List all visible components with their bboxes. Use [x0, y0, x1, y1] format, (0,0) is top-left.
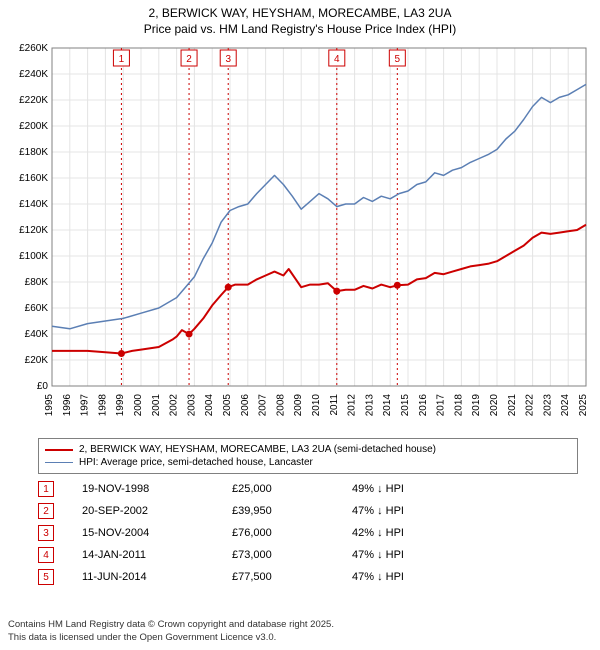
title-line-1: 2, BERWICK WAY, HEYSHAM, MORECAMBE, LA3 …: [0, 6, 600, 22]
svg-text:2022: 2022: [525, 394, 536, 417]
sales-table: 1 19-NOV-1998£25,00049% ↓ HPI 2 20-SEP-2002…: [38, 478, 578, 588]
svg-text:2018: 2018: [453, 394, 464, 417]
footer-line-1: Contains HM Land Registry data © Crown c…: [8, 619, 334, 631]
svg-text:£160K: £160K: [19, 173, 48, 184]
sale-price: £39,950: [232, 505, 352, 517]
svg-text:2002: 2002: [169, 394, 180, 417]
svg-text:2025: 2025: [578, 394, 589, 417]
legend-item: 2, BERWICK WAY, HEYSHAM, MORECAMBE, LA3 …: [45, 443, 571, 456]
svg-text:1997: 1997: [80, 394, 91, 417]
svg-text:1998: 1998: [97, 394, 108, 417]
sale-date: 19-NOV-1998: [82, 483, 232, 495]
svg-text:5: 5: [395, 54, 401, 65]
sale-row: 4 14-JAN-2011£73,00047% ↓ HPI: [38, 544, 578, 566]
svg-text:2012: 2012: [347, 394, 358, 417]
sale-price: £76,000: [232, 527, 352, 539]
legend-swatch: [45, 462, 73, 463]
svg-text:2007: 2007: [258, 394, 269, 417]
legend-label: 2, BERWICK WAY, HEYSHAM, MORECAMBE, LA3 …: [79, 444, 436, 455]
svg-text:£20K: £20K: [25, 355, 49, 366]
svg-text:1995: 1995: [44, 394, 55, 417]
title-line-2: Price paid vs. HM Land Registry's House …: [0, 22, 600, 38]
chart-title: 2, BERWICK WAY, HEYSHAM, MORECAMBE, LA3 …: [0, 0, 600, 37]
svg-text:2013: 2013: [364, 394, 375, 417]
svg-text:2011: 2011: [329, 394, 340, 416]
svg-text:2009: 2009: [293, 394, 304, 417]
svg-text:£40K: £40K: [25, 329, 49, 340]
svg-text:2003: 2003: [186, 394, 197, 417]
svg-text:2000: 2000: [133, 394, 144, 417]
sale-marker-box: 5: [38, 569, 54, 585]
svg-text:1996: 1996: [62, 394, 73, 417]
svg-text:£100K: £100K: [19, 251, 48, 262]
sale-row: 5 11-JUN-2014£77,50047% ↓ HPI: [38, 566, 578, 588]
sale-date: 14-JAN-2011: [82, 549, 232, 561]
svg-text:£0: £0: [37, 381, 49, 392]
sale-row: 1 19-NOV-1998£25,00049% ↓ HPI: [38, 478, 578, 500]
svg-text:£140K: £140K: [19, 199, 48, 210]
svg-text:3: 3: [225, 54, 231, 65]
sale-diff: 47% ↓ HPI: [352, 571, 578, 583]
legend: 2, BERWICK WAY, HEYSHAM, MORECAMBE, LA3 …: [38, 438, 578, 474]
svg-text:2020: 2020: [489, 394, 500, 417]
legend-swatch: [45, 449, 73, 451]
sale-date: 11-JUN-2014: [82, 571, 232, 583]
sale-marker-box: 2: [38, 503, 54, 519]
sale-date: 20-SEP-2002: [82, 505, 232, 517]
sale-diff: 49% ↓ HPI: [352, 483, 578, 495]
svg-text:£220K: £220K: [19, 95, 48, 106]
sale-diff: 47% ↓ HPI: [352, 549, 578, 561]
svg-text:£240K: £240K: [19, 69, 48, 80]
svg-text:2010: 2010: [311, 394, 322, 417]
svg-text:£200K: £200K: [19, 121, 48, 132]
svg-text:2019: 2019: [471, 394, 482, 417]
svg-text:2014: 2014: [382, 394, 393, 417]
svg-text:2004: 2004: [204, 394, 215, 417]
svg-text:2: 2: [186, 54, 192, 65]
svg-text:1: 1: [119, 54, 125, 65]
footer-attribution: Contains HM Land Registry data © Crown c…: [8, 619, 334, 644]
svg-text:2016: 2016: [418, 394, 429, 417]
svg-text:2008: 2008: [275, 394, 286, 417]
sale-date: 15-NOV-2004: [82, 527, 232, 539]
svg-text:2023: 2023: [542, 394, 553, 417]
footer-line-2: This data is licensed under the Open Gov…: [8, 632, 334, 644]
sale-diff: 47% ↓ HPI: [352, 505, 578, 517]
svg-text:2006: 2006: [240, 394, 251, 417]
svg-text:1999: 1999: [115, 394, 126, 417]
svg-text:2021: 2021: [507, 394, 518, 417]
sale-price: £73,000: [232, 549, 352, 561]
svg-text:£260K: £260K: [19, 43, 48, 54]
svg-text:£60K: £60K: [25, 303, 49, 314]
svg-text:£80K: £80K: [25, 277, 49, 288]
svg-text:4: 4: [334, 54, 340, 65]
chart-svg: £0 £20K £40K £60K £80K £100K £120K £140K £160K £1…: [8, 42, 592, 432]
svg-text:£120K: £120K: [19, 225, 48, 236]
svg-text:2001: 2001: [151, 394, 162, 417]
svg-text:2017: 2017: [436, 394, 447, 417]
sale-marker-box: 1: [38, 481, 54, 497]
line-chart: £0 £20K £40K £60K £80K £100K £120K £140K £160K £1…: [8, 42, 592, 432]
legend-label: HPI: Average price, semi-detached house,…: [79, 457, 313, 468]
legend-item: HPI: Average price, semi-detached house,…: [45, 456, 571, 469]
sale-price: £25,000: [232, 483, 352, 495]
svg-text:£180K: £180K: [19, 147, 48, 158]
sale-marker-box: 4: [38, 547, 54, 563]
svg-text:2024: 2024: [560, 394, 571, 417]
sale-row: 2 20-SEP-2002£39,95047% ↓ HPI: [38, 500, 578, 522]
svg-text:2005: 2005: [222, 394, 233, 417]
sale-diff: 42% ↓ HPI: [352, 527, 578, 539]
sale-row: 3 15-NOV-2004£76,00042% ↓ HPI: [38, 522, 578, 544]
svg-text:2015: 2015: [400, 394, 411, 417]
sale-marker-box: 3: [38, 525, 54, 541]
sale-price: £77,500: [232, 571, 352, 583]
